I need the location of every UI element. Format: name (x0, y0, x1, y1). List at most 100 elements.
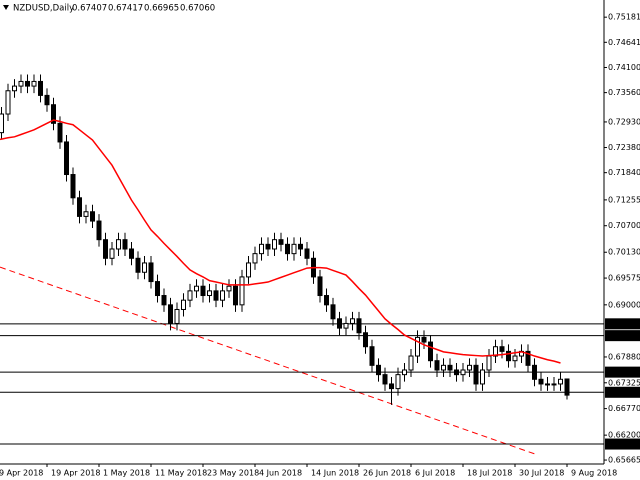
candle-body (382, 374, 388, 385)
candle-body (434, 360, 440, 371)
candle-body (129, 248, 134, 259)
y-tick-label: 0.66770 (608, 404, 640, 413)
candle-body (187, 290, 193, 301)
y-tick-label: 0.66200 (608, 431, 640, 440)
candle-body (51, 104, 56, 124)
candle-body (90, 211, 95, 222)
level-label: 0.67121 (608, 388, 640, 397)
candle-body (324, 295, 329, 306)
candle-body (135, 257, 141, 273)
candle-body (480, 369, 485, 385)
candle-body (532, 364, 537, 380)
x-tick-label: 9 Aug 2018 (571, 469, 617, 478)
candle-body (96, 220, 102, 241)
candle-body (142, 262, 147, 273)
moving-average (0, 119, 561, 364)
candle-body (194, 285, 199, 292)
header-low: 0.66965 (144, 4, 179, 14)
candle-body (64, 141, 69, 176)
candle-body (512, 355, 518, 362)
y-tick-label: 0.69000 (608, 300, 640, 309)
candle-body (441, 364, 446, 371)
candle-body (415, 336, 420, 357)
candle-body (285, 243, 290, 255)
y-tick-label: 0.73560 (608, 88, 640, 97)
candle-body (486, 355, 492, 371)
candle-body (5, 90, 11, 115)
header-high: 0.67417 (108, 4, 143, 14)
candle-body (493, 346, 498, 357)
candle-body (122, 239, 128, 250)
y-tick-label: 0.65665 (608, 456, 640, 465)
y-tick-label: 0.67880 (608, 352, 640, 361)
candle-body (291, 243, 297, 255)
candle-body (252, 253, 258, 264)
level-label: 0.68338 (608, 331, 640, 340)
candle-body (155, 281, 160, 297)
candle-body (473, 364, 479, 385)
candle-body (499, 346, 505, 352)
candle-body (408, 355, 414, 371)
level-label: 0.68592 (608, 319, 640, 328)
candle-body (259, 243, 264, 255)
candle-body (551, 383, 557, 386)
x-tick-label: 11 May 2018 (155, 469, 207, 478)
candle-body (181, 299, 186, 310)
x-tick-label: 18 Jul 2018 (467, 469, 512, 478)
candle-body (525, 350, 531, 366)
candle-body (12, 85, 17, 92)
candle-body (226, 285, 232, 292)
y-tick-label: 0.70130 (608, 248, 640, 257)
candle-body (278, 239, 284, 245)
x-tick-label: 4 Jun 2018 (259, 469, 302, 478)
candle-body (233, 285, 238, 306)
candle-body (545, 383, 550, 386)
y-tick-label: 0.72380 (608, 143, 640, 152)
candle-body (265, 243, 271, 250)
candle-body (272, 239, 277, 250)
candle-body (317, 276, 323, 297)
candle-body (77, 197, 82, 217)
y-tick-label: 0.71255 (608, 195, 640, 204)
x-tick-label: 19 Apr 2018 (51, 469, 100, 478)
y-tick-label: 0.72930 (608, 117, 640, 126)
x-tick-label: 14 Jun 2018 (311, 469, 359, 478)
candle-body (213, 290, 219, 301)
candle-body (148, 262, 154, 283)
level-label: 0.67554 (608, 368, 640, 377)
candle-body (389, 383, 394, 390)
trend-line (0, 266, 538, 456)
candle-body (25, 80, 30, 87)
level-label-bg (605, 318, 640, 330)
y-tick-label: 0.75181 (608, 13, 640, 22)
candle-body (38, 80, 43, 96)
candle-body (298, 243, 303, 250)
candle-body (558, 378, 563, 385)
candle-body (161, 295, 167, 306)
candle-body (44, 94, 50, 106)
candle-body (200, 285, 206, 297)
header-close: 0.67060 (180, 4, 215, 14)
level-label-bg (605, 330, 640, 342)
candle-body (83, 211, 89, 217)
candle-body (304, 248, 310, 259)
candle-body (220, 290, 225, 301)
candle-body (402, 369, 407, 376)
candle-body (428, 341, 433, 362)
candle-body (337, 318, 342, 329)
y-tick-label: 0.74100 (608, 63, 640, 72)
y-tick-label: 0.70700 (608, 221, 640, 230)
candle-body (564, 378, 570, 396)
candle-body (363, 332, 368, 348)
candle-body (103, 239, 108, 259)
candle-body (369, 346, 375, 366)
x-tick-label: 23 May 2018 (207, 469, 259, 478)
x-tick-label: 30 Jul 2018 (519, 469, 564, 478)
candle-body (18, 80, 24, 87)
candle-body (343, 322, 349, 329)
candle-body (0, 113, 4, 134)
candle-body (57, 122, 63, 143)
candle-body (70, 174, 76, 199)
candle-body (330, 304, 336, 320)
